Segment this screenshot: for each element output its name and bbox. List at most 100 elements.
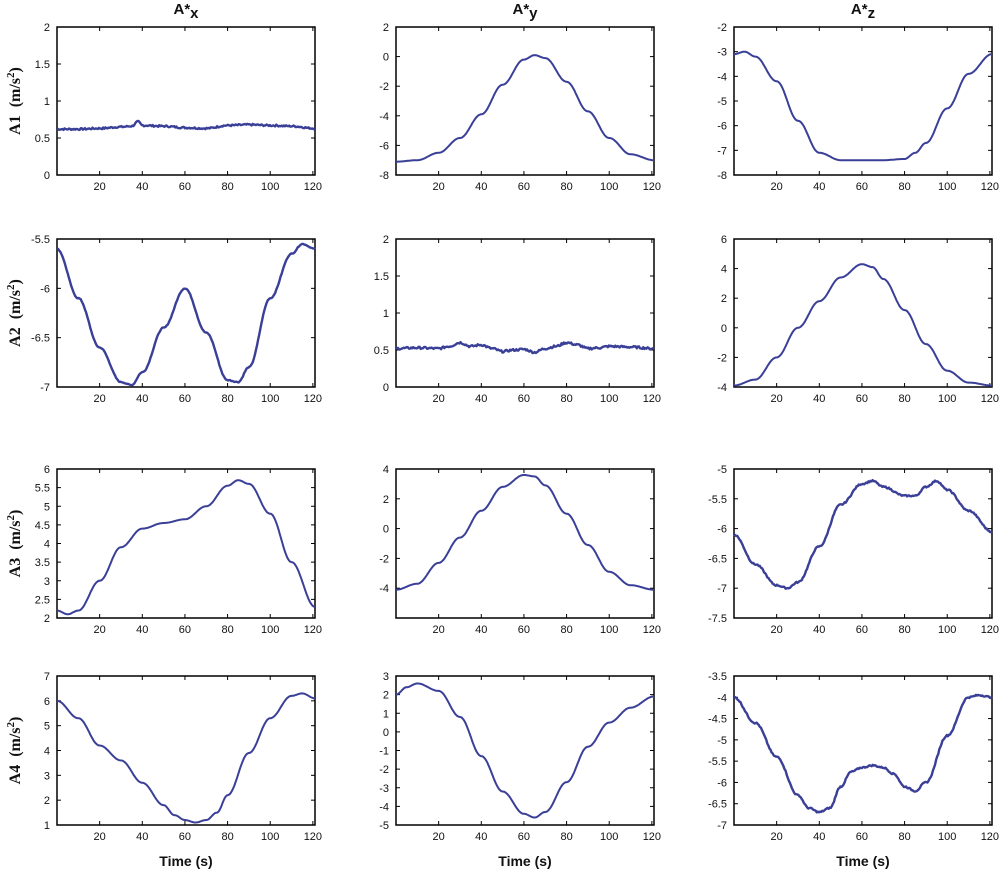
x-tick-label: 20 (433, 624, 445, 636)
x-axis-label: Time (s) (159, 853, 212, 869)
y-tick-label: -6.5 (708, 799, 727, 811)
x-tick-label: 60 (856, 831, 868, 843)
y-tick-label: 2.5 (35, 594, 50, 606)
x-tick-label: 80 (898, 181, 910, 193)
x-tick-label: 120 (304, 831, 322, 843)
data-series-line (56, 119, 316, 132)
y-tick-label: 1 (383, 708, 389, 720)
y-tick-label: 2 (383, 22, 389, 34)
axes-frame (56, 238, 316, 388)
axes-frame (733, 468, 993, 619)
row-label-name: A3 (7, 558, 24, 578)
x-tick-label: 40 (136, 393, 148, 405)
axes-frame (56, 675, 316, 826)
row-label-name: A1 (7, 115, 24, 135)
x-tick-label: 40 (475, 624, 487, 636)
y-tick-label: 1.5 (35, 59, 50, 71)
row-label-superscript: 2 (5, 72, 17, 78)
x-tick-label: 100 (938, 393, 956, 405)
y-tick-label: 4 (721, 264, 727, 276)
y-tick-label: -2 (717, 22, 727, 34)
row-label-unit: (m/s (7, 727, 24, 756)
y-tick-label: 2 (383, 690, 389, 702)
y-tick-label: -5.5 (708, 756, 727, 768)
x-tick-label: 40 (136, 181, 148, 193)
y-tick-label: 1 (44, 820, 50, 832)
x-tick-label: 60 (518, 831, 530, 843)
axes-frame (395, 238, 655, 388)
x-tick-label: 20 (771, 831, 783, 843)
row-label-a1: A1 (m/s2) (5, 67, 24, 135)
data-series-line (56, 242, 316, 387)
data-series-line (733, 693, 993, 814)
x-tick-label: 20 (94, 831, 106, 843)
x-tick-label: 100 (600, 393, 618, 405)
column-title-subscript: z (868, 5, 876, 22)
data-series-line (734, 263, 992, 387)
x-tick-label: 120 (981, 393, 999, 405)
x-tick-label: 80 (221, 624, 233, 636)
x-tick-label: 40 (475, 831, 487, 843)
y-tick-label: -7 (717, 583, 727, 595)
y-tick-label: -5.5 (31, 234, 50, 246)
row-label-close: ) (7, 67, 24, 72)
y-tick-label: -3 (717, 47, 727, 59)
axes-frame (395, 26, 655, 176)
row-label-superscript: 2 (5, 721, 17, 727)
y-tick-label: -6 (717, 777, 727, 789)
x-tick-label: 100 (600, 831, 618, 843)
y-tick-label: 1 (44, 96, 50, 108)
y-tick-label: -6 (40, 283, 50, 295)
column-title-base: A* (851, 1, 868, 18)
x-tick-label: 20 (433, 181, 445, 193)
x-tick-label: 120 (981, 181, 999, 193)
x-tick-label: 20 (94, 624, 106, 636)
y-tick-label: 0 (721, 323, 727, 335)
y-tick-label: 1 (383, 308, 389, 320)
y-tick-label: -5.5 (708, 494, 727, 506)
row-label-spacer (7, 757, 24, 765)
subplot-r1-c1: 20 40 60 80 100 120 0 0.5 1 1.5 2 (35, 22, 322, 193)
y-tick-label: -6 (379, 140, 389, 152)
x-tick-label: 80 (898, 393, 910, 405)
x-tick-label: 120 (643, 393, 661, 405)
y-tick-label: -2 (379, 81, 389, 93)
y-tick-label: -4.5 (708, 714, 727, 726)
column-title-x: A*x (173, 1, 199, 22)
axes-frame (733, 675, 993, 826)
x-tick-label: 100 (261, 181, 279, 193)
x-tick-label: 60 (179, 181, 191, 193)
row-label-close: ) (7, 510, 24, 515)
x-tick-label: 40 (475, 393, 487, 405)
x-tick-label: 20 (94, 393, 106, 405)
x-tick-label: 80 (898, 831, 910, 843)
x-tick-label: 60 (856, 624, 868, 636)
y-tick-label: -1 (379, 746, 389, 758)
x-tick-label: 100 (261, 831, 279, 843)
subplot-r3-c2: 20 40 60 80 100 120 -4 -2 0 2 4 (379, 464, 661, 636)
y-tick-label: -7 (40, 382, 50, 394)
y-tick-label: 4 (383, 464, 389, 476)
y-tick-label: 6 (44, 696, 50, 708)
row-label-a4: A4 (m/s2) (5, 717, 24, 785)
x-tick-label: 100 (938, 181, 956, 193)
column-title-base: A* (512, 1, 529, 18)
y-tick-label: 0.5 (374, 345, 389, 357)
y-tick-label: 5 (44, 501, 50, 513)
x-tick-label: 120 (981, 624, 999, 636)
x-tick-label: 20 (771, 181, 783, 193)
data-series-line (395, 682, 654, 819)
x-tick-label: 60 (179, 624, 191, 636)
row-label-name: A2 (7, 327, 24, 347)
y-tick-label: -4 (379, 801, 389, 813)
x-tick-label: 100 (938, 831, 956, 843)
x-tick-label: 80 (560, 181, 572, 193)
data-series-line (395, 341, 655, 355)
x-tick-label: 120 (304, 624, 322, 636)
x-tick-label: 100 (600, 181, 618, 193)
y-tick-label: -7 (717, 820, 727, 832)
y-tick-label: -5 (379, 820, 389, 832)
y-tick-label: 2 (44, 613, 50, 625)
y-tick-label: -3.5 (708, 671, 727, 683)
